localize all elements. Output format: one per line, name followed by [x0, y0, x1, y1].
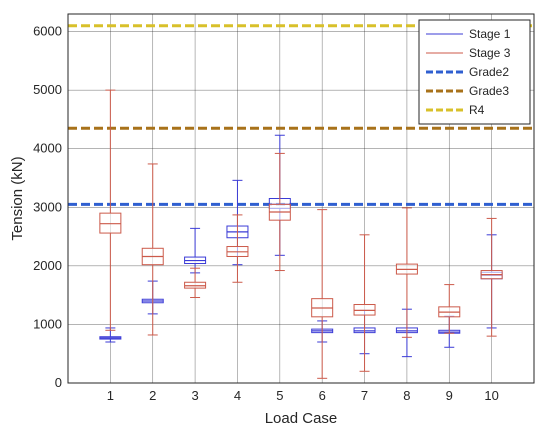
box-stage-3-case-7	[353, 234, 376, 372]
y-tick-label: 0	[55, 375, 62, 390]
legend-label-r4: R4	[469, 103, 485, 117]
y-tick-label: 6000	[33, 24, 62, 39]
y-tick-label: 3000	[33, 199, 62, 214]
legend-label-stage-1: Stage 1	[469, 27, 511, 41]
boxes	[99, 89, 503, 379]
x-tick-label: 7	[361, 388, 368, 403]
plot-frame	[67, 13, 535, 384]
tick-labels: 0 1000 2000 3000 4000 5000 6000 1 2 3 4 5 6 7 8 9 10	[33, 24, 499, 403]
x-axis-label: Load Case	[265, 410, 338, 427]
x-tick-label: 2	[149, 388, 156, 403]
y-axis-label: Tension (kN)	[9, 156, 26, 240]
box-stage-3-case-5	[268, 152, 291, 272]
x-tick-label: 5	[276, 388, 283, 403]
box-stage-3-case-2	[141, 163, 164, 336]
y-tick-label: 2000	[33, 258, 62, 273]
x-tick-label: 6	[319, 388, 326, 403]
x-tick-label: 9	[446, 388, 453, 403]
legend: Stage 1 Stage 3 Grade2 Grade3 R4	[418, 19, 531, 125]
x-tick-label: 8	[403, 388, 410, 403]
x-tick-label: 1	[107, 388, 114, 403]
box-stage-3-case-8	[395, 207, 418, 338]
legend-label-stage-3: Stage 3	[469, 46, 511, 60]
legend-label-grade2: Grade2	[469, 65, 509, 79]
x-tick-label: 3	[191, 388, 198, 403]
box-stage-3-case-6	[311, 209, 334, 379]
box-stage-3-case-10	[480, 217, 503, 337]
legend-label-grade3: Grade3	[469, 84, 509, 98]
x-tick-label: 4	[234, 388, 241, 403]
box-stage-1-case-1	[99, 327, 122, 343]
box-stage-1-case-3	[184, 227, 207, 274]
box-stage-3-case-3	[184, 267, 207, 298]
y-tick-label: 1000	[33, 316, 62, 331]
box-stage-3-case-1	[99, 89, 122, 331]
y-tick-label: 4000	[33, 141, 62, 156]
y-tick-label: 5000	[33, 82, 62, 97]
box-stage-3-case-9	[438, 284, 461, 334]
x-tick-label: 10	[484, 388, 498, 403]
box-stage-3-case-4	[226, 214, 249, 283]
